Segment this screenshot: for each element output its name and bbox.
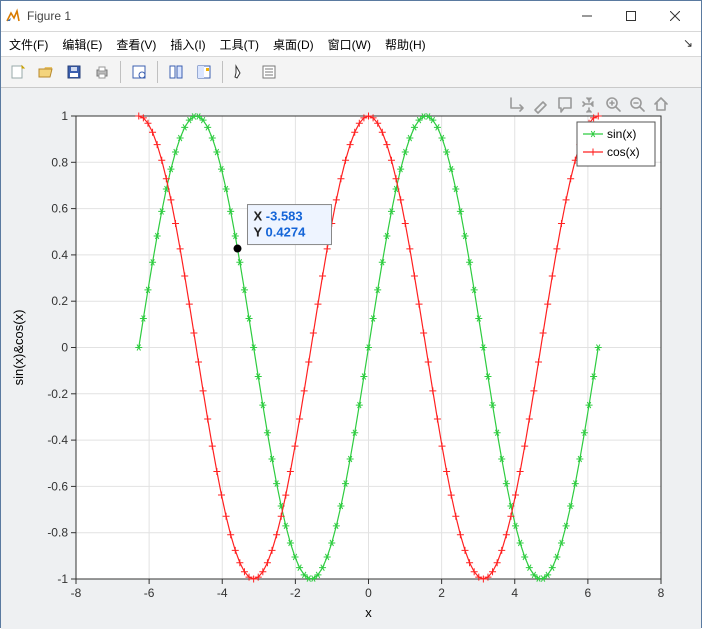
figure-window: Figure 1 文件(F) 编辑(E) 查看(V) 插入(I) 工具(T) 桌…	[0, 0, 702, 628]
print-button[interactable]	[89, 59, 115, 85]
link-plot-button[interactable]	[163, 59, 189, 85]
svg-text:-4: -4	[217, 586, 228, 600]
figure-toolbar	[1, 57, 701, 88]
svg-text:-0.2: -0.2	[47, 387, 68, 401]
save-button[interactable]	[61, 59, 87, 85]
svg-text:4: 4	[511, 586, 518, 600]
menu-view[interactable]: 查看(V)	[116, 36, 156, 53]
menu-file[interactable]: 文件(F)	[9, 36, 48, 53]
window-title: Figure 1	[27, 9, 71, 23]
menu-bar: 文件(F) 编辑(E) 查看(V) 插入(I) 工具(T) 桌面(D) 窗口(W…	[1, 32, 701, 57]
svg-text:-2: -2	[290, 586, 301, 600]
menu-edit[interactable]: 编辑(E)	[62, 36, 102, 53]
svg-text:8: 8	[658, 586, 665, 600]
svg-text:0.2: 0.2	[51, 294, 68, 308]
svg-text:6: 6	[585, 586, 592, 600]
svg-text:0.6: 0.6	[51, 202, 68, 216]
svg-text:0.4: 0.4	[51, 248, 68, 262]
open-button[interactable]	[33, 59, 59, 85]
svg-text:0.8: 0.8	[51, 155, 68, 169]
matlab-icon	[5, 8, 21, 24]
menu-help[interactable]: 帮助(H)	[385, 36, 426, 53]
plot-svg: -8 -6 -4 -2 0 2 4 6 8 -1 -0.8 -0.6 -0.4 -0.2 0 0.2 0.4 0.…	[1, 88, 701, 629]
svg-text:X -3.583: X -3.583	[253, 209, 302, 224]
menu-tools[interactable]: 工具(T)	[220, 36, 259, 53]
svg-text:-8: -8	[71, 586, 82, 600]
svg-text:cos(x): cos(x)	[607, 145, 640, 159]
dock-arrow-icon[interactable]: ↘	[683, 36, 693, 50]
edit-plot-button[interactable]	[228, 59, 254, 85]
print-preview-button[interactable]	[126, 59, 152, 85]
menu-window[interactable]: 窗口(W)	[328, 36, 371, 53]
title-bar[interactable]: Figure 1	[1, 1, 701, 32]
svg-text:sin(x): sin(x)	[607, 127, 636, 141]
menu-desktop[interactable]: 桌面(D)	[273, 36, 314, 53]
svg-text:x: x	[365, 605, 372, 620]
axes-canvas[interactable]: -8 -6 -4 -2 0 2 4 6 8 -1 -0.8 -0.6 -0.4 -0.2 0 0.2 0.4 0.…	[1, 88, 701, 627]
insert-legend-button[interactable]	[256, 59, 282, 85]
svg-text:-6: -6	[144, 586, 155, 600]
svg-text:1: 1	[61, 109, 68, 123]
svg-text:-0.8: -0.8	[47, 526, 68, 540]
svg-text:-0.4: -0.4	[47, 433, 68, 447]
maximize-button[interactable]	[609, 2, 653, 30]
menu-insert[interactable]: 插入(I)	[170, 36, 205, 53]
svg-text:sin(x)&cos(x): sin(x)&cos(x)	[11, 310, 26, 386]
svg-text:2: 2	[438, 586, 445, 600]
svg-text:Y 0.4274: Y 0.4274	[253, 225, 306, 240]
svg-text:0: 0	[61, 341, 68, 355]
svg-text:-0.6: -0.6	[47, 479, 68, 493]
minimize-button[interactable]	[565, 2, 609, 30]
svg-text:-1: -1	[57, 572, 68, 586]
colorbar-button[interactable]	[191, 59, 217, 85]
new-figure-button[interactable]	[5, 59, 31, 85]
svg-text:0: 0	[365, 586, 372, 600]
close-button[interactable]	[653, 2, 697, 30]
